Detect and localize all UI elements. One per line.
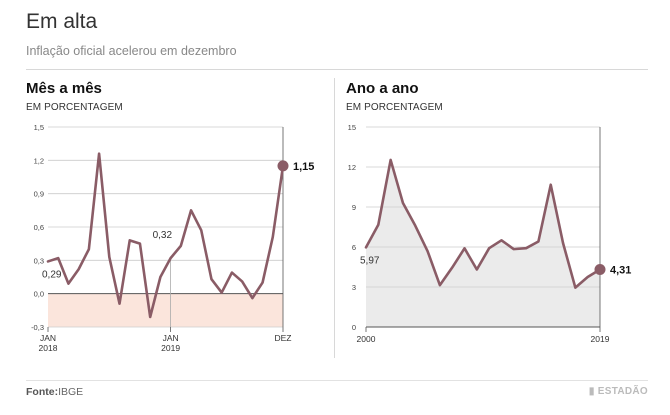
data-label-first-monthly: 0,29 (42, 269, 62, 280)
data-label-first-annual: 5,97 (360, 255, 380, 266)
series-line-monthly (46, 152, 285, 319)
source-value: IBGE (58, 386, 84, 398)
x-tick-label-year-monthly: 2018 (39, 343, 58, 353)
data-label-last-monthly: 1,15 (293, 161, 314, 173)
y-tick-label-annual: 15 (348, 123, 356, 132)
y-tick-label-annual: 9 (352, 203, 356, 212)
y-tick-label-monthly: -0,3 (31, 323, 44, 332)
end-marker-monthly (277, 160, 289, 172)
y-tick-label-monthly: 1,5 (34, 123, 44, 132)
chart-unit-annual: EM PORCENTAGEM (346, 102, 443, 113)
x-tick-label-monthly: JAN (163, 333, 179, 343)
y-tick-label-annual: 0 (352, 323, 356, 332)
x-tick-label-year-monthly: 2019 (161, 343, 180, 353)
page-subtitle: Inflação oficial acelerou em dezembro (26, 44, 237, 58)
x-tick-label-monthly: JAN (40, 333, 56, 343)
chart-title-monthly: Mês a mês (26, 80, 102, 97)
footer-divider (26, 380, 648, 381)
y-tick-label-annual: 12 (348, 163, 356, 172)
chart-title-annual: Ano a ano (346, 80, 419, 97)
x-tick-label-annual: 2000 (357, 334, 376, 344)
brand-logo: ▮ ESTADÃO (589, 386, 648, 397)
chart-unit-monthly: EM PORCENTAGEM (26, 102, 123, 113)
y-tick-label-monthly: 1,2 (34, 156, 44, 165)
y-tick-label-annual: 3 (352, 283, 356, 292)
y-tick-label-annual: 6 (352, 243, 356, 252)
header-divider (26, 69, 648, 70)
source-label: Fonte: (26, 386, 59, 398)
y-tick-label-monthly: 0,0 (34, 290, 44, 299)
y-tick-label-monthly: 0,9 (34, 190, 44, 199)
series-line-annual (364, 158, 602, 289)
data-label-last-annual: 4,31 (610, 265, 631, 277)
source-note: Fonte:IBGE (26, 386, 83, 398)
brand-text: ESTADÃO (597, 386, 648, 397)
area-fill-annual (366, 159, 600, 327)
x-tick-label-monthly: DEZ (275, 333, 292, 343)
data-label-monthly: 0,32 (153, 230, 173, 241)
y-tick-label-monthly: 0,3 (34, 256, 44, 265)
y-tick-label-monthly: 0,6 (34, 223, 44, 232)
x-tick-label-annual: 2019 (591, 334, 610, 344)
negative-region-monthly (48, 293, 283, 327)
panel-separator (334, 78, 335, 358)
end-marker-annual (594, 264, 606, 276)
brand-icon: ▮ (588, 386, 598, 397)
page-title: Em alta (26, 10, 98, 33)
